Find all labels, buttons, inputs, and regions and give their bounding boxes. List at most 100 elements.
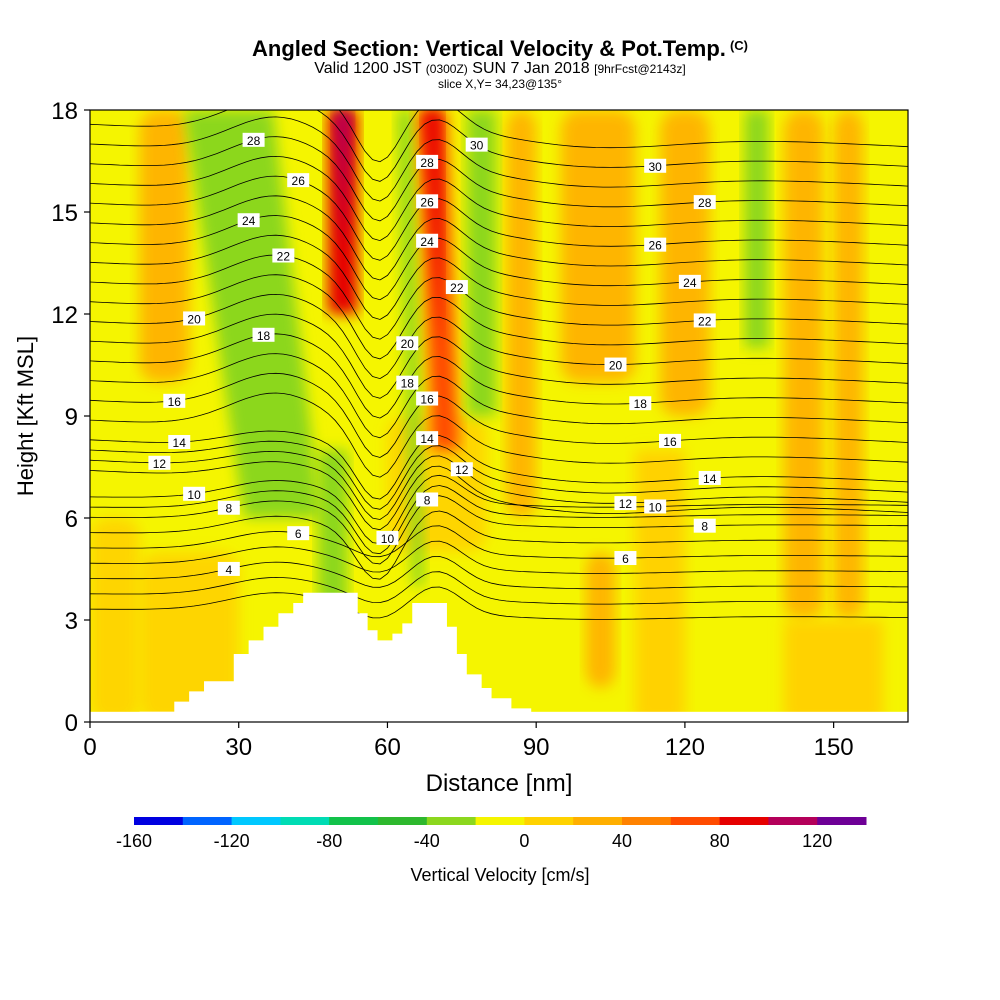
theta-contour-21 bbox=[90, 274, 908, 360]
x-tick-label-150: 150 bbox=[814, 734, 854, 761]
chart-title-text: Angled Section: Vertical Velocity & Pot.… bbox=[252, 36, 726, 61]
x-axis: 0 30 60 90 120 150 bbox=[83, 722, 854, 761]
contour-label-22: 22 bbox=[698, 314, 712, 328]
theta-contour-18 bbox=[90, 333, 908, 419]
colorbar-tick-0: 0 bbox=[519, 831, 529, 851]
contour-label-bg-14 bbox=[376, 530, 399, 545]
colorbar-swatch-1 bbox=[182, 817, 233, 825]
colorbar-swatch-6 bbox=[426, 817, 477, 825]
contour-label-bg-23 bbox=[416, 154, 439, 169]
contour-label-12: 12 bbox=[619, 497, 633, 511]
contour-label-18: 18 bbox=[634, 397, 648, 411]
chart-subtitle-valid: Valid 1200 JST (0300Z) SUN 7 Jan 2018 [9… bbox=[0, 60, 1000, 78]
contour-label-16: 16 bbox=[168, 395, 182, 409]
velocity-feature-5 bbox=[466, 110, 497, 416]
x-axis-label: Distance [nm] bbox=[426, 770, 573, 797]
contour-label-16: 16 bbox=[663, 435, 677, 449]
background-shade-8 bbox=[139, 110, 190, 382]
contour-label-4: 4 bbox=[225, 563, 232, 577]
y-tick-label-12: 12 bbox=[51, 302, 78, 329]
theta-contour-3 bbox=[90, 571, 908, 605]
contour-label-bg-26 bbox=[614, 551, 637, 566]
contour-label-bg-6 bbox=[163, 393, 186, 408]
theta-contour-25 bbox=[90, 195, 908, 281]
colorbar-swatches bbox=[134, 817, 867, 825]
contour-label-30: 30 bbox=[470, 139, 484, 153]
chart-subtitle-slice: slice X,Y= 34,23@135° bbox=[437, 77, 563, 91]
theta-contour-9 bbox=[90, 485, 908, 555]
chart-title-suffix: (C) bbox=[729, 38, 748, 53]
background-shade-4 bbox=[660, 110, 710, 416]
contour-label-bg-37 bbox=[693, 195, 716, 210]
contour-label-14: 14 bbox=[420, 432, 434, 446]
contour-label-22: 22 bbox=[450, 281, 464, 295]
colorbar-tick--160: -160 bbox=[116, 831, 152, 851]
contour-label-20: 20 bbox=[609, 359, 623, 373]
contour-label-26: 26 bbox=[420, 195, 434, 209]
colorbar-tick-40: 40 bbox=[612, 831, 632, 851]
contour-label-24: 24 bbox=[683, 276, 697, 290]
theta-contours bbox=[90, 110, 908, 620]
contour-label-bg-12 bbox=[242, 132, 265, 147]
colorbar-swatch-0 bbox=[134, 817, 184, 825]
contour-label-bg-5 bbox=[168, 435, 191, 450]
contour-label-26: 26 bbox=[292, 174, 306, 188]
colorbar-swatch-4 bbox=[329, 817, 379, 825]
contour-label-24: 24 bbox=[242, 214, 256, 228]
contour-label-20: 20 bbox=[187, 312, 201, 326]
theta-contour-12 bbox=[90, 450, 908, 520]
theta-contour-11 bbox=[90, 461, 908, 531]
terrain-base bbox=[90, 711, 908, 712]
contour-label-bg-21 bbox=[416, 233, 439, 248]
velocity-core-4 bbox=[423, 110, 442, 348]
theta-contour-6 bbox=[90, 525, 908, 559]
terrain bbox=[90, 592, 908, 712]
contour-label-bg-16 bbox=[450, 462, 473, 477]
colorbar-swatch-13 bbox=[768, 817, 818, 825]
contour-label-12: 12 bbox=[153, 457, 167, 471]
theta-contour-7 bbox=[90, 510, 908, 580]
background-shade-5 bbox=[784, 110, 824, 620]
velocity-feature-6 bbox=[744, 110, 770, 348]
contour-label-bg-28 bbox=[644, 499, 667, 514]
contour-label-bg-31 bbox=[659, 433, 682, 448]
x-tick-label-120: 120 bbox=[665, 734, 705, 761]
contour-label-22: 22 bbox=[277, 249, 291, 263]
contour-label-bg-27 bbox=[693, 518, 716, 533]
contour-label-bg-4 bbox=[148, 455, 171, 470]
contour-label-bg-33 bbox=[604, 357, 627, 372]
theta-contour-31 bbox=[338, 110, 908, 163]
contour-label-10: 10 bbox=[187, 488, 201, 502]
contour-label-bg-0 bbox=[217, 561, 240, 576]
colorbar-tick-120: 120 bbox=[802, 831, 832, 851]
theta-contour-24 bbox=[90, 215, 908, 301]
y-axis-label: Height [Kft MSL] bbox=[13, 336, 38, 496]
contour-label-bg-10 bbox=[237, 213, 260, 228]
y-tick-label-18: 18 bbox=[51, 98, 78, 125]
valid-utc: (0300Z) bbox=[425, 62, 468, 76]
contour-label-bg-38 bbox=[644, 158, 667, 173]
contour-label-10: 10 bbox=[381, 532, 395, 546]
colorbar-swatch-10 bbox=[622, 817, 672, 825]
theta-contour-22 bbox=[90, 254, 908, 340]
contour-label-bg-25 bbox=[465, 137, 488, 152]
background-shade-1 bbox=[139, 552, 239, 712]
colorbar-swatch-11 bbox=[670, 817, 721, 825]
contour-label-bg-17 bbox=[416, 431, 439, 446]
theta-contour-23 bbox=[90, 234, 908, 320]
contour-label-bg-3 bbox=[183, 486, 206, 501]
theta-contour-29 bbox=[90, 116, 908, 202]
contour-label-bg-30 bbox=[698, 470, 721, 485]
theta-contour-15 bbox=[90, 392, 908, 478]
contour-label-18: 18 bbox=[401, 377, 415, 391]
colorbar-swatch-8 bbox=[524, 817, 574, 825]
background-shade-7 bbox=[506, 110, 537, 518]
contour-label-bg-9 bbox=[272, 248, 295, 263]
contour-label-12: 12 bbox=[455, 463, 469, 477]
contour-label-bg-20 bbox=[396, 336, 419, 351]
contour-label-6: 6 bbox=[622, 552, 629, 566]
contour-label-bg-22 bbox=[416, 194, 439, 209]
contour-label-bg-29 bbox=[614, 496, 637, 511]
